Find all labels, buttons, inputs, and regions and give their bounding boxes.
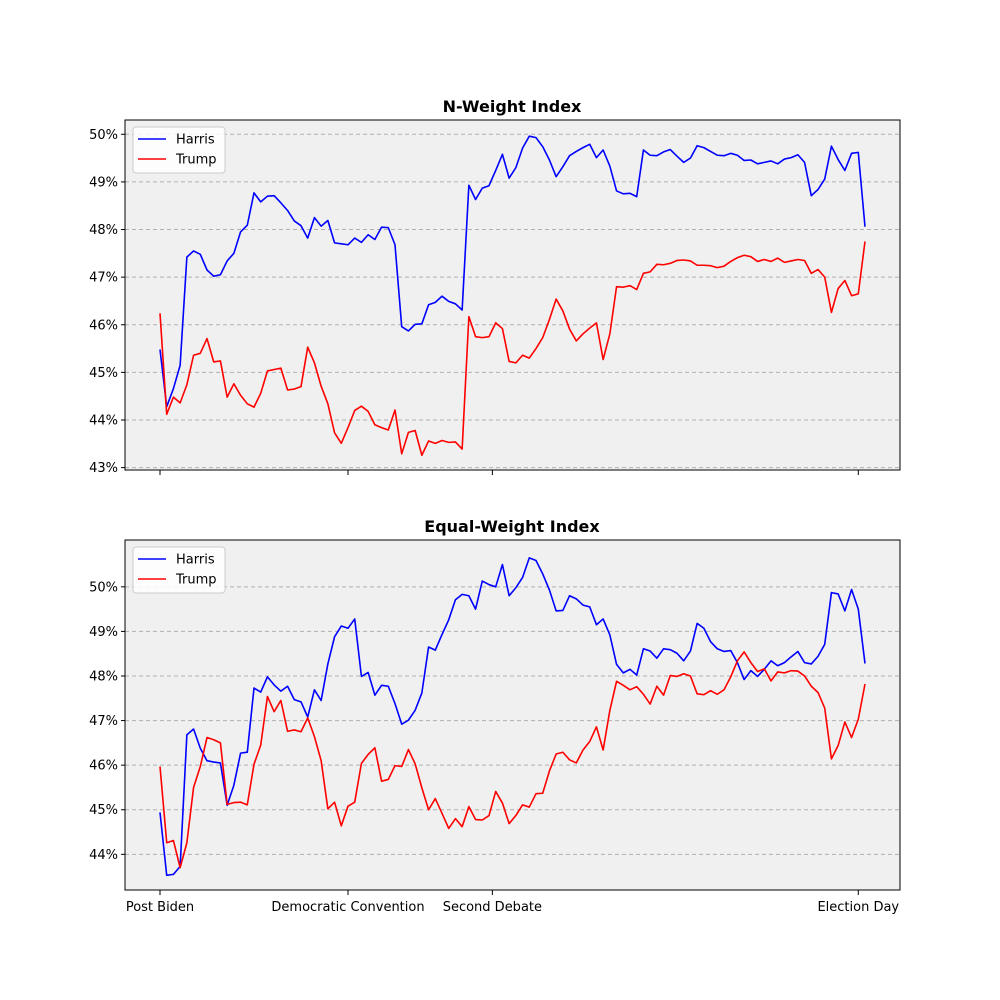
top-chart-title: N-Weight Index [443,97,582,116]
series-line-harris [159,135,866,408]
legend-label-harris: Harris [176,553,215,568]
series-line-harris [159,557,866,877]
bottom-plot-frame [124,539,901,891]
y-tick-label: 49% [89,625,118,640]
bottom-plot-area [125,540,900,890]
y-tick-label: 50% [89,128,118,143]
top-x-axis [159,470,859,475]
x-tick-label: Election Day [817,900,899,915]
y-tick-label: 47% [89,271,118,286]
y-tick-label: 48% [89,669,118,684]
legend-label-harris: Harris [176,133,215,148]
top-plot-area [125,120,900,470]
top-series-group [159,135,866,457]
bottom-chart-panel: 44% 45% 46% 47% 48% 49% 50% Post Biden Democrat… [89,517,901,915]
series-line-trump [159,651,866,869]
bottom-chart-title: Equal-Weight Index [424,517,600,536]
x-tick-label: Post Biden [126,900,194,915]
bottom-series-group [159,557,866,877]
legend-label-trump: Trump [175,573,217,588]
top-gridlines [125,133,900,469]
top-y-axis: 43% 44% 45% 46% 47% 48% 49% 50% [89,128,125,476]
top-plot-frame [124,119,901,471]
top-chart-panel: 43%44%45%46%47%48%49%50% N-Weight Index … [89,97,901,476]
bottom-x-axis: Post Biden Democratic Convention Second De… [126,890,899,915]
y-tick-label: 49% [89,175,118,190]
y-tick-label: 46% [89,759,118,774]
y-tick-label: 47% [89,714,118,729]
x-tick-label: Second Debate [443,900,542,915]
y-tick-label: 46% [89,318,118,333]
bottom-y-axis: 44% 45% 46% 47% 48% 49% 50% [89,580,125,863]
bottom-legend: Harris Trump [132,546,226,594]
y-tick-label: 45% [89,803,118,818]
y-tick-label: 45% [89,366,118,381]
legend-label-trump: Trump [175,153,217,168]
series-line-trump [159,241,866,457]
top-legend: Harris Trump [132,126,226,174]
y-tick-label: 44% [89,414,118,429]
y-tick-label: 43% [89,461,118,476]
y-tick-label: 50% [89,580,118,595]
bottom-gridlines [125,586,900,855]
x-tick-label: Democratic Convention [271,900,424,915]
y-tick-label: 44% [89,848,118,863]
y-tick-label: 48% [89,223,118,238]
